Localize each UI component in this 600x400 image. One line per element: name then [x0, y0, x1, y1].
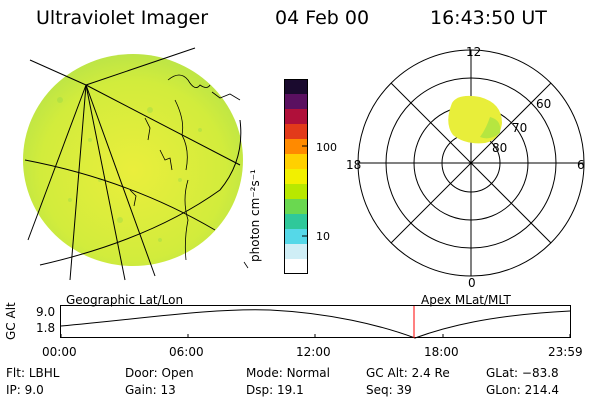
colorbar-segment: [284, 259, 308, 274]
polar-plot: [357, 49, 585, 277]
info-seq: Seq: 39: [366, 383, 412, 397]
timeline-y-tick-max: 9.0: [36, 305, 56, 319]
colorbar-segment: [284, 139, 308, 155]
info-glat: GLat: −83.8: [486, 366, 559, 380]
colorbar-segment: [284, 79, 308, 95]
timeline-x-tick-0600: 06:00: [169, 345, 204, 359]
geo-grid: [24, 47, 242, 281]
colorbar-segment: [284, 109, 308, 125]
timeline-right-title: Apex MLat/MLT: [421, 293, 511, 307]
colorbar-segment: [284, 94, 308, 110]
geographic-image: [23, 47, 249, 281]
timeline-frame: [60, 305, 571, 338]
mlt-label-18: 18: [346, 158, 362, 172]
colorbar-segment: [284, 229, 308, 245]
mlt-label-6: 6: [577, 158, 585, 172]
coastlines: [129, 74, 249, 269]
colorbar-segment: [284, 169, 308, 185]
mlat-label-70: 70: [512, 121, 528, 135]
polar-diagonal-2: [390, 82, 552, 244]
info-ip: IP: 9.0: [6, 383, 44, 397]
timeline-y-tick-min: 1.8: [36, 321, 56, 335]
timeline-y-label: GC Alt: [4, 302, 18, 340]
colorbar-tick-10: 10: [316, 230, 330, 243]
timeline-ticks: [60, 334, 571, 338]
altitude-curve: [60, 309, 571, 339]
colorbar-segment: [284, 199, 308, 215]
date-title: 04 Feb 00: [275, 7, 370, 29]
info-gc-alt: GC Alt: 2.4 Re: [366, 366, 450, 380]
mlt-label-0: 0: [468, 276, 476, 290]
info-glon: GLon: 214.4: [486, 383, 559, 397]
colorbar: [284, 79, 308, 274]
timeline-x-tick-1800: 18:00: [424, 345, 459, 359]
instrument-title: Ultraviolet Imager: [36, 7, 209, 29]
mlat-label-60: 60: [536, 97, 552, 111]
timeline-x-tick-0000: 00:00: [42, 345, 77, 359]
mlt-label-12: 12: [466, 45, 482, 59]
colorbar-border: [284, 79, 308, 274]
timeline-x-tick-1200: 12:00: [296, 345, 331, 359]
timeline-plot: [60, 305, 571, 339]
colorbar-unit-label: photon cm⁻²s⁻¹: [248, 169, 262, 262]
colorbar-tick-100: 100: [316, 141, 337, 154]
info-mode: Mode: Normal: [246, 366, 330, 380]
time-title: 16:43:50 UT: [430, 7, 547, 29]
colorbar-segment: [284, 154, 308, 170]
colorbar-segment: [284, 124, 308, 140]
info-dsp: Dsp: 19.1: [246, 383, 304, 397]
earth-disk: [23, 54, 243, 266]
info-gain: Gain: 13: [125, 383, 176, 397]
auroral-oval-edge: [480, 117, 501, 139]
colorbar-segment: [284, 244, 308, 260]
info-door: Door: Open: [125, 366, 194, 380]
mlat-label-80: 80: [492, 141, 508, 155]
timeline-left-title: Geographic Lat/Lon: [66, 293, 184, 307]
colorbar-segment: [284, 184, 308, 200]
timeline-x-tick-2359: 23:59: [548, 345, 583, 359]
colorbar-segment: [284, 214, 308, 230]
info-filter: Flt: LBHL: [6, 366, 60, 380]
